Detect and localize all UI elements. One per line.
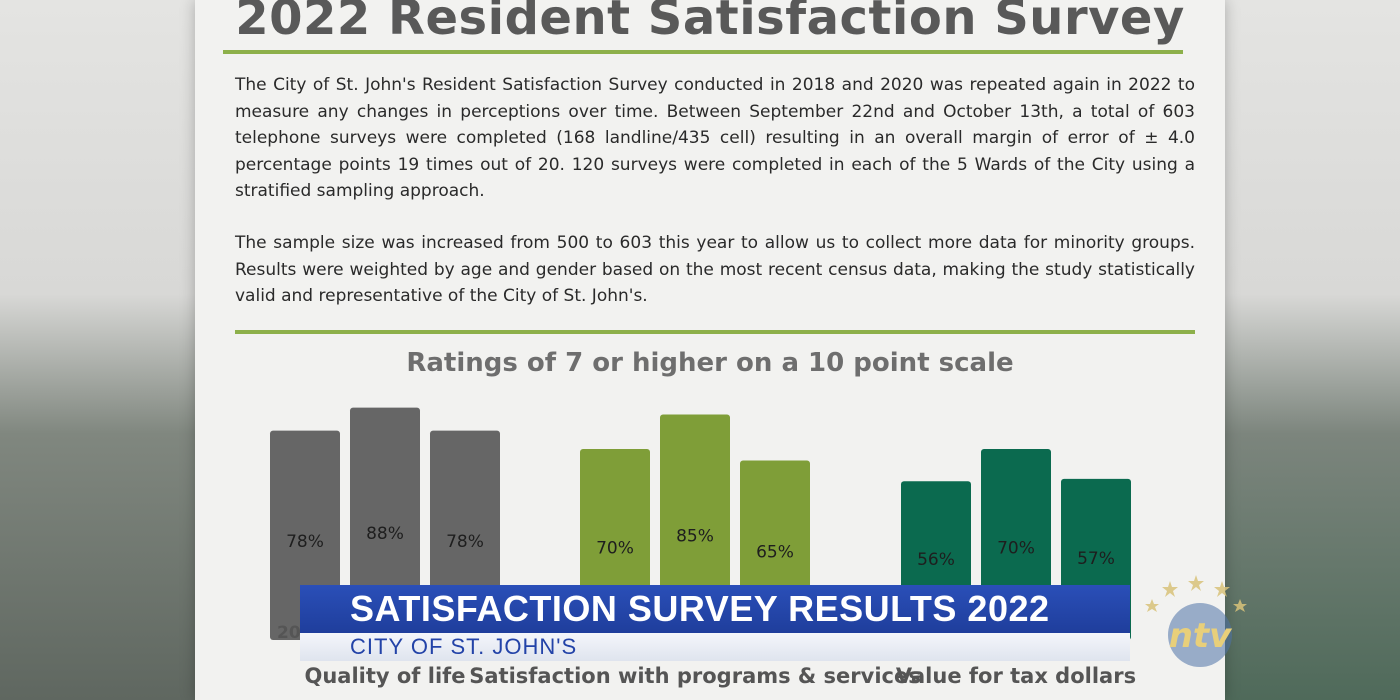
bar-value-label: 88% <box>366 524 404 544</box>
document-title: 2022 Resident Satisfaction Survey <box>235 0 1185 46</box>
title-divider <box>223 50 1183 54</box>
bar-value-label: 56% <box>917 550 955 570</box>
banner-headline: SATISFACTION SURVEY RESULTS 2022 <box>300 585 1130 633</box>
banner-subline: CITY OF ST. JOHN'S <box>300 633 1130 661</box>
year-label-partial: 20 <box>277 623 301 643</box>
background-left <box>0 0 195 700</box>
group-label: Value for tax dollars <box>896 664 1136 688</box>
bar-value-label: 78% <box>446 532 484 552</box>
bar-value-label: 70% <box>596 539 634 559</box>
group-label: Quality of life <box>304 664 465 688</box>
background-right <box>1220 0 1400 700</box>
ntv-star-logo-icon: ntv <box>1145 575 1247 667</box>
bar-2-2 <box>660 414 730 640</box>
section-divider <box>235 330 1195 334</box>
bar-value-label: 85% <box>676 527 714 547</box>
bar-value-label: 65% <box>756 543 794 563</box>
survey-document: 2022 Resident Satisfaction Survey The Ci… <box>195 0 1225 700</box>
logo-text: ntv <box>1169 616 1233 656</box>
bar-value-label: 78% <box>286 532 324 552</box>
chart-title: Ratings of 7 or higher on a 10 point sca… <box>406 348 1014 378</box>
method-paragraph: The sample size was increased from 500 t… <box>235 233 1195 306</box>
bar-value-label: 57% <box>1077 549 1115 569</box>
group-label: Satisfaction with programs & services <box>469 664 920 688</box>
bar-value-label: 70% <box>997 539 1035 559</box>
intro-paragraph: The City of St. John's Resident Satisfac… <box>235 75 1195 201</box>
bar-1-2 <box>350 407 420 640</box>
news-lower-third: SATISFACTION SURVEY RESULTS 2022 CITY OF… <box>300 585 1130 663</box>
